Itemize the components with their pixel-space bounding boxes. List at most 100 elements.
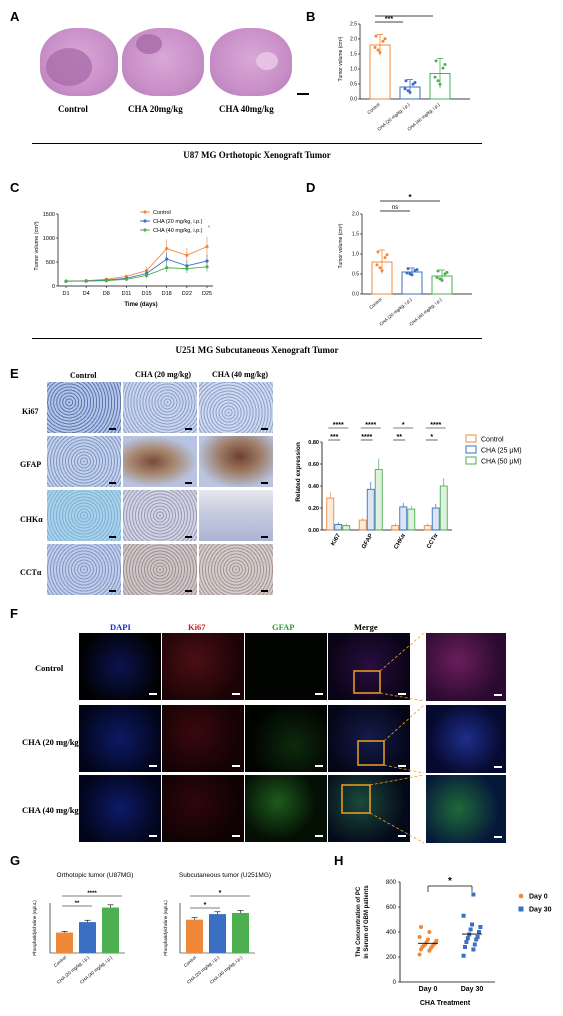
legend-label: Control — [153, 210, 171, 216]
data-point — [443, 63, 447, 66]
x-tick-label: D4 — [83, 291, 90, 297]
x-tick-label: Day 30 — [461, 986, 484, 993]
data-point — [381, 39, 385, 43]
sig-label: ** — [397, 434, 403, 441]
divider-line-2 — [32, 338, 482, 339]
x-tick-label: D8 — [103, 291, 110, 297]
ihc-ki67-cha20 — [123, 382, 197, 433]
data-point — [406, 89, 410, 93]
if-ki67-control — [162, 633, 244, 700]
data-point — [374, 34, 378, 38]
data-point — [438, 82, 442, 86]
data-point — [64, 279, 68, 283]
y-tick-label: 600 — [386, 905, 397, 911]
chart-c-lines — [64, 236, 209, 283]
data-point — [403, 87, 407, 91]
zoom-line — [379, 692, 425, 702]
data-point — [376, 48, 380, 52]
data-point — [413, 81, 417, 84]
zoom-line — [369, 774, 425, 786]
sig-label: * — [430, 434, 433, 441]
x-tick-label: Ki67 — [330, 532, 342, 547]
zoom-line — [383, 704, 425, 742]
legend-swatch — [465, 434, 477, 443]
x-tick-label: Control — [53, 955, 67, 968]
bar — [334, 524, 343, 531]
data-point — [470, 922, 474, 927]
data-point — [144, 273, 149, 278]
chart-h-ylabel-2: in Serum of GBM patients — [364, 885, 370, 959]
chart-h-xlabel: CHA Treatment — [420, 1000, 471, 1007]
legend-label: Control — [481, 437, 504, 444]
if-zoom-cha40 — [426, 775, 506, 843]
bar — [431, 507, 440, 531]
ihc-ccta-cha40 — [199, 544, 273, 595]
data-point — [185, 267, 189, 271]
data-point — [165, 266, 169, 270]
bar — [439, 485, 448, 531]
zoom-line — [379, 633, 425, 672]
if-dapi-cha20 — [79, 705, 161, 772]
chart-e: Related expression 0.00 0.20 0.40 0.60 0.80 K… — [295, 422, 522, 550]
ihc-gfap-cha20 — [123, 436, 197, 487]
legend-marker — [518, 893, 524, 899]
data-point — [441, 66, 445, 70]
legend-label: CHA (40 mg/kg, i.p.) — [153, 228, 203, 234]
ihc-ccta-control — [47, 544, 121, 595]
caption-u251: U251 MG Subcutaneous Xenograft Tumor — [175, 345, 339, 355]
bar — [391, 525, 400, 531]
data-point — [477, 930, 481, 934]
ihc-gfap-cha40 — [199, 436, 273, 487]
bar — [79, 922, 96, 953]
data-point — [205, 259, 209, 263]
data-point — [461, 953, 466, 958]
data-point — [373, 46, 377, 50]
if-col-ki67: Ki67 — [188, 622, 206, 632]
data-point — [461, 913, 466, 918]
bar — [232, 913, 249, 953]
data-point — [468, 927, 473, 932]
brain-section-cha40 — [210, 28, 292, 96]
chart-d-bars — [371, 249, 453, 295]
bar — [366, 488, 375, 531]
chart-c-axes: 0 500 1000 1500 D1 D4 D8 D11 D15 D18 D22 D25 — [43, 212, 213, 297]
x-tick-label: D22 — [182, 291, 192, 297]
y-tick-label: 200 — [386, 955, 397, 961]
label-cha20: CHA 20mg/kg — [128, 104, 183, 114]
sig-label: **** — [333, 422, 344, 429]
y-tick-label: 1.0 — [350, 67, 357, 73]
ihc-ki67-cha40 — [199, 382, 273, 433]
data-point — [464, 940, 469, 944]
y-tick-label: 500 — [46, 260, 55, 266]
if-dapi-control — [79, 633, 161, 700]
divider-line — [32, 143, 482, 144]
label-cha40: CHA 40mg/kg — [219, 104, 274, 114]
y-tick-label: 0.0 — [350, 97, 357, 103]
if-col-dapi: DAPI — [110, 622, 131, 632]
chart-g-left-title: Orthotopic tumor (U87MG) — [57, 872, 134, 879]
panel-label-b: B — [306, 9, 316, 24]
x-tick-label: Control — [368, 297, 382, 310]
x-tick-label: CCTα — [426, 533, 439, 550]
legend-marker — [518, 906, 524, 912]
zoom-line — [369, 812, 425, 844]
bar — [56, 932, 73, 953]
data-point — [410, 273, 414, 277]
legend-label: Day 0 — [529, 894, 548, 901]
sig-label: * — [204, 902, 207, 909]
brain-section-cha20 — [122, 28, 204, 96]
if-merge-control — [328, 633, 410, 700]
if-zoom-cha20 — [426, 705, 506, 773]
y-tick-label: 800 — [386, 880, 397, 886]
chart-g-right-title: Subcutaneous tumor (U251MG) — [179, 872, 271, 879]
sig-label-1: *** — [385, 16, 393, 23]
y-tick-label: 0 — [393, 980, 397, 986]
ihc-chka-cha40 — [199, 490, 273, 541]
data-point — [427, 930, 432, 934]
bar — [102, 907, 119, 953]
data-point — [205, 265, 209, 269]
data-point — [465, 936, 470, 941]
data-point — [478, 925, 483, 929]
data-point — [471, 892, 476, 897]
